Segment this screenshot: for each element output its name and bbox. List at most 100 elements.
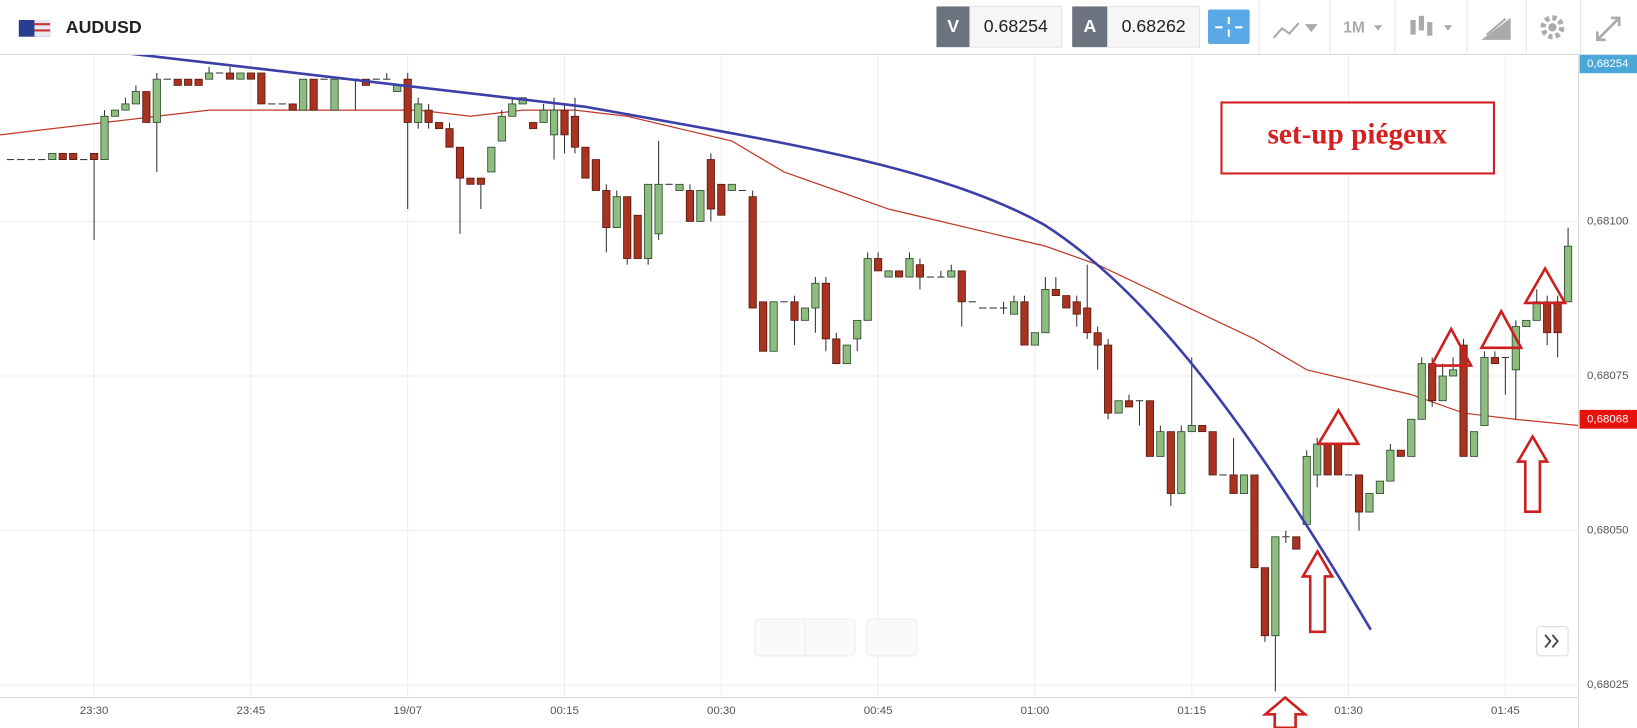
sell-label[interactable]: V [947, 16, 959, 36]
candle-body [152, 78, 161, 123]
last-price-tag [1579, 409, 1637, 429]
candle-body [205, 72, 214, 80]
candle-body [257, 72, 266, 105]
candle-body [979, 307, 987, 309]
chart-type-icon[interactable] [1272, 22, 1318, 39]
last-price-label: 0,68068 [1587, 413, 1628, 425]
candle-body [675, 183, 684, 191]
candle-icon[interactable] [1410, 15, 1453, 36]
candle-body [1041, 289, 1050, 334]
plot-area [0, 54, 1579, 698]
candle-body [811, 282, 820, 309]
candle-body [58, 152, 67, 160]
sell-price-box[interactable] [969, 5, 1063, 48]
candle-body [215, 72, 224, 74]
expand-icon[interactable] [1596, 16, 1621, 42]
candle-body [957, 270, 966, 303]
candle-body [236, 72, 245, 80]
candle-body [842, 344, 851, 365]
candle-body [1302, 455, 1311, 525]
x-tick-label: 01:00 [1021, 705, 1050, 717]
settings-icon[interactable] [1540, 15, 1565, 40]
buy-price[interactable]: 0.68262 [1122, 16, 1186, 36]
x-tick-label: 01:15 [1177, 705, 1206, 717]
candle-body [706, 159, 715, 210]
caret [1304, 24, 1318, 33]
candle-body [17, 159, 25, 161]
candle-body [665, 183, 673, 185]
candle-body [1532, 301, 1541, 321]
up-arrow [1515, 433, 1550, 514]
candle-body [790, 301, 799, 321]
candle-body [853, 319, 862, 340]
candle-body [894, 270, 904, 278]
moving-average [0, 109, 1579, 427]
candle-body [1564, 245, 1573, 303]
buy-badge[interactable] [1072, 6, 1108, 48]
candle-body [612, 196, 621, 229]
candle-body [1365, 493, 1374, 513]
buy-price-box[interactable] [1107, 5, 1201, 48]
candle-body [320, 78, 328, 80]
crosshair-button[interactable] [1207, 9, 1250, 45]
candle-body [738, 189, 746, 192]
reset-control[interactable] [866, 618, 918, 657]
candle-body [1083, 307, 1092, 334]
candle-body [309, 78, 318, 111]
timeframe[interactable]: 1M [1343, 19, 1365, 36]
candle-body [926, 276, 935, 278]
icon-candle [1427, 22, 1433, 36]
x-tick-label: 23:30 [80, 705, 109, 717]
candle-body [1490, 357, 1499, 365]
candle-body [330, 78, 339, 111]
candle-body [194, 78, 203, 86]
icon-line [1272, 22, 1300, 39]
draw-icon[interactable] [1481, 17, 1511, 40]
scroll-right-button[interactable] [1536, 626, 1569, 657]
candle-body [414, 103, 423, 123]
candle-body [1072, 301, 1081, 315]
caret [1373, 25, 1383, 31]
caret [1443, 25, 1453, 31]
candle-body [6, 159, 15, 161]
x-tick-label: 00:45 [864, 705, 893, 717]
candle-body [874, 258, 883, 272]
sell-badge[interactable] [936, 6, 970, 48]
candle-body [727, 183, 736, 191]
candle-body [968, 301, 976, 303]
candle-body [1417, 363, 1426, 420]
candle-body [748, 196, 757, 309]
triangle [1316, 407, 1361, 446]
candle-body [560, 109, 569, 136]
candle-body [142, 91, 151, 123]
candle-body [278, 103, 286, 105]
candle-body [999, 307, 1008, 309]
candle-body [1522, 319, 1531, 327]
candle-body [570, 115, 580, 148]
candle-body [1480, 357, 1489, 426]
candle-body [529, 122, 538, 130]
x-tick-label: 01:45 [1491, 705, 1520, 717]
candle-body [1449, 369, 1458, 377]
candle-body [769, 301, 778, 352]
sell-price[interactable]: 0.68254 [984, 16, 1048, 36]
candle-body [1051, 289, 1060, 297]
candle-body [1438, 375, 1447, 402]
candle-body [1282, 536, 1290, 538]
candle-body [1020, 301, 1029, 346]
candle-body [884, 270, 893, 278]
candle-body [591, 159, 600, 191]
candle-body [1009, 301, 1019, 315]
settings-hub [1548, 23, 1557, 32]
candle-body [1166, 431, 1175, 494]
candle-body [476, 177, 485, 185]
candle-body [832, 338, 841, 365]
candle-body [1030, 332, 1040, 346]
candle-body [1354, 474, 1364, 513]
candle-body [1543, 301, 1552, 334]
icon-candle [1418, 15, 1425, 31]
buy-label[interactable]: A [1084, 16, 1097, 36]
candle-body [1323, 443, 1332, 476]
candle-body [434, 122, 444, 130]
candle-body [455, 146, 465, 179]
